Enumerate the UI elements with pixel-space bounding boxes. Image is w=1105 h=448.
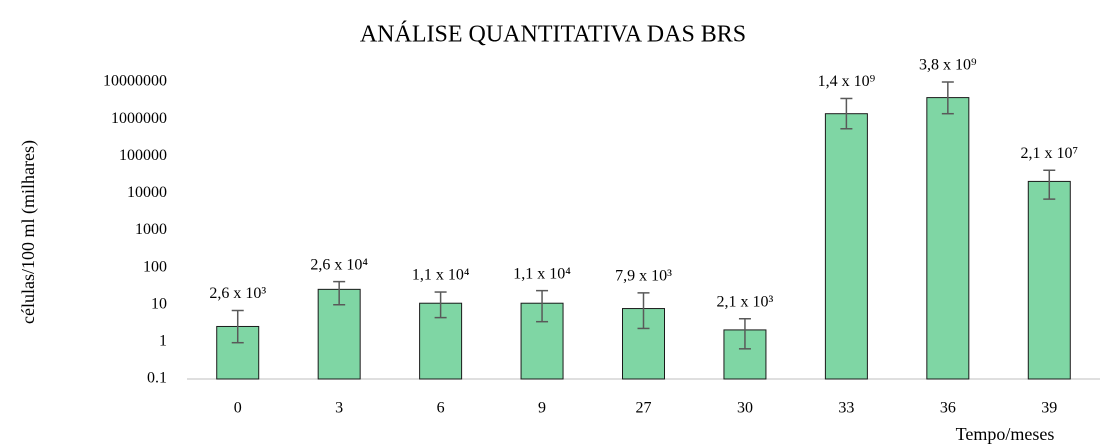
x-tick-label: 36 (940, 400, 956, 417)
error-bar (941, 81, 954, 115)
x-tick-label: 30 (737, 400, 753, 417)
bar (1027, 180, 1071, 380)
data-label: 2,1 x 10³ (717, 293, 774, 310)
data-label: 1,1 x 10⁴ (513, 265, 571, 282)
bar (926, 97, 970, 380)
error-bar (333, 280, 346, 306)
chart-title: ANÁLISE QUANTITATIVA DAS BRS (360, 22, 746, 48)
x-tick-label: 9 (538, 400, 546, 417)
x-tick-label: 33 (838, 400, 854, 417)
data-label: 2,6 x 10³ (209, 285, 266, 302)
y-tick-label: 100000 (119, 147, 167, 164)
y-tick-label: 10000000 (103, 73, 167, 90)
error-bar (231, 309, 244, 344)
error-bar (637, 292, 650, 330)
x-axis-label: Tempo/meses (956, 424, 1055, 444)
y-tick-label: 10 (151, 295, 167, 312)
error-bar (1043, 169, 1056, 200)
data-label: 1,1 x 10⁴ (412, 267, 470, 284)
y-tick-label: 100 (143, 258, 167, 275)
y-tick-label: 1 (159, 333, 167, 350)
data-label: 3,8 x 10⁹ (919, 57, 977, 74)
x-tick-label: 3 (335, 400, 343, 417)
x-tick-label: 0 (234, 400, 242, 417)
error-bar (434, 291, 447, 319)
y-tick-label: 1000 (135, 221, 167, 238)
data-label: 7,9 x 10³ (615, 268, 672, 285)
data-label: 1,4 x 10⁹ (818, 73, 876, 90)
x-tick-label: 39 (1041, 400, 1057, 417)
bar (824, 113, 868, 380)
y-axis-label: células/100 ml (milhares) (18, 140, 39, 324)
x-tick-label: 6 (437, 400, 445, 417)
y-tick-label: 1000000 (111, 110, 167, 127)
y-tick-label: 0.1 (147, 370, 167, 387)
error-bar (738, 317, 751, 350)
y-tick-label: 10000 (127, 184, 167, 201)
error-bar (536, 289, 549, 323)
x-tick-label: 27 (636, 400, 652, 417)
data-label: 2,1 x 10⁷ (1020, 145, 1078, 162)
data-label: 2,6 x 10⁴ (310, 256, 368, 273)
error-bar (840, 97, 853, 130)
